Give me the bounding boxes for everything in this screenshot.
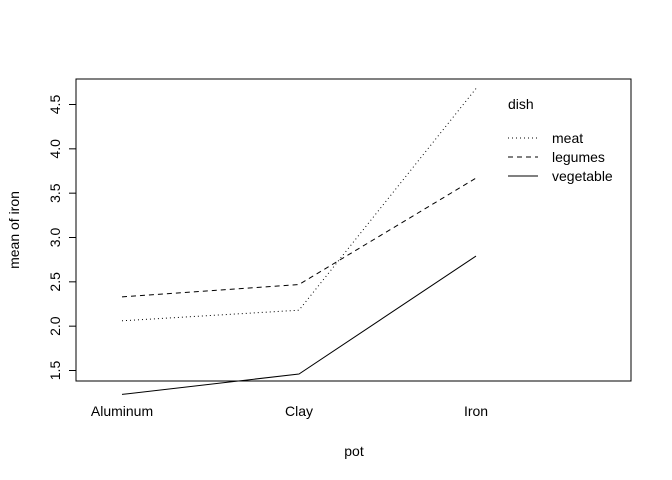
y-axis: 1.5 2.0 2.5 3.0 3.5 4.0 4.5 — [47, 95, 77, 381]
legend-label-legumes: legumes — [552, 149, 605, 165]
series-line-meat — [121, 88, 477, 322]
y-tick-label: 1.5 — [47, 361, 63, 381]
x-tick-label: Aluminum — [91, 403, 153, 419]
x-axis: Aluminum Clay Iron — [91, 403, 488, 419]
y-tick-label: 2.5 — [47, 272, 63, 292]
plot-frame — [75, 78, 632, 382]
legend: dish meat legumes vegetable — [508, 96, 613, 184]
x-tick-label: Iron — [464, 403, 488, 419]
legend-title: dish — [508, 96, 534, 112]
legend-label-vegetable: vegetable — [552, 168, 613, 184]
series-line-legumes — [121, 177, 477, 298]
y-axis-title: mean of iron — [6, 191, 22, 269]
y-tick-label: 2.0 — [47, 316, 63, 336]
y-tick-label: 4.5 — [47, 95, 63, 115]
legend-label-meat: meat — [552, 130, 583, 146]
y-tick-label: 3.0 — [47, 228, 63, 248]
series-line-vegetable — [121, 255, 477, 395]
series-layer — [121, 88, 477, 395]
y-tick-label: 4.0 — [47, 139, 63, 159]
x-axis-title: pot — [344, 443, 364, 459]
x-tick-label: Clay — [285, 403, 313, 419]
y-tick-label: 3.5 — [47, 183, 63, 203]
legend-items: meat legumes vegetable — [508, 130, 613, 184]
